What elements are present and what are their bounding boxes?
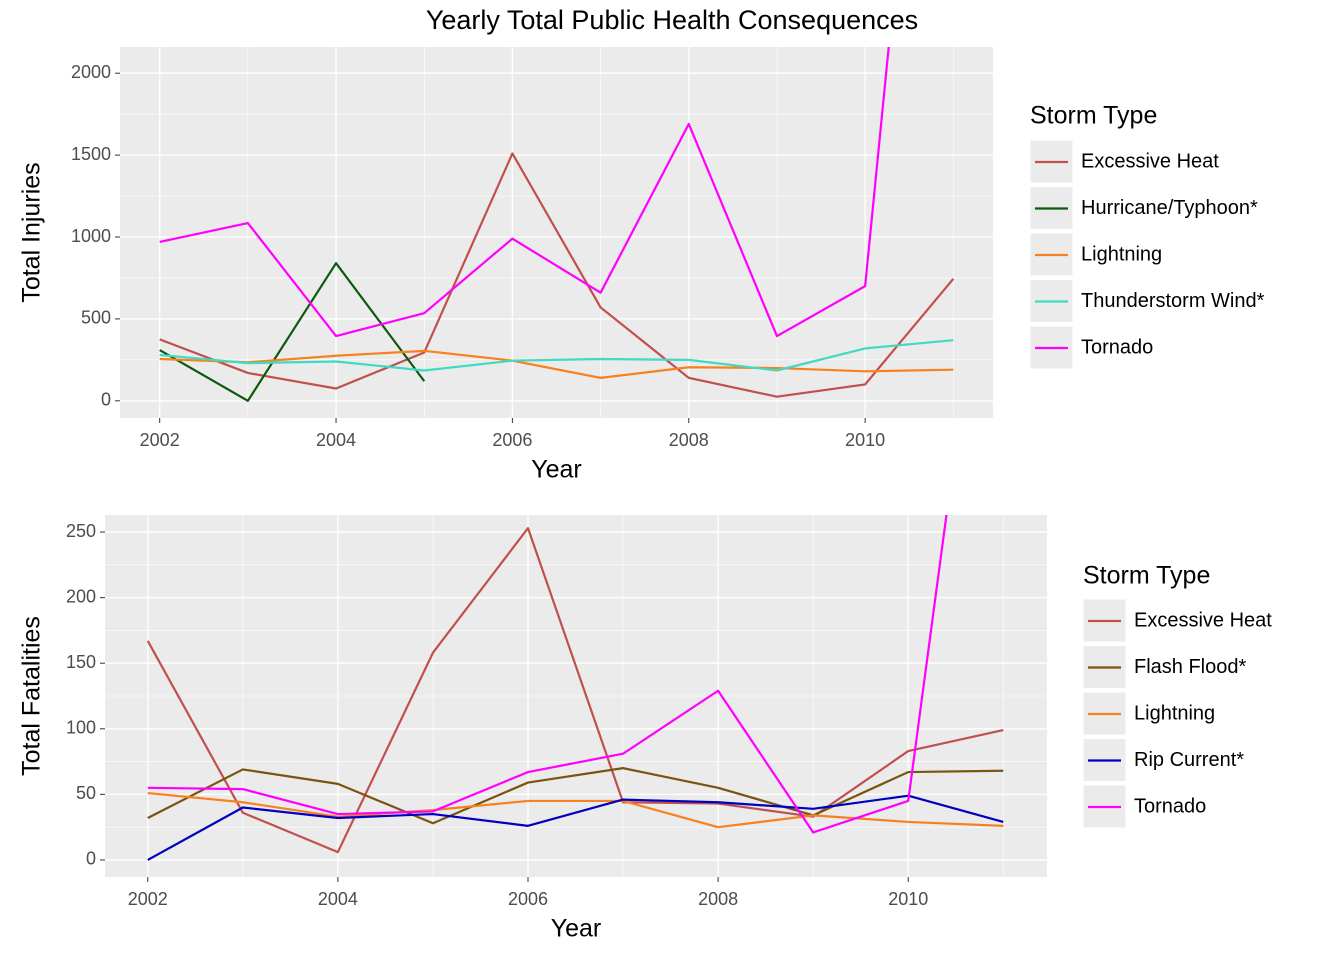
y-tick-label: 1000 xyxy=(71,226,111,246)
series-line xyxy=(159,152,955,398)
legend-label: Lightning xyxy=(1081,243,1162,265)
y-tick-label: 150 xyxy=(66,652,96,672)
legend-label: Hurricane/Typhoon* xyxy=(1081,197,1258,219)
figure-title: Yearly Total Public Health Consequences xyxy=(426,5,918,35)
y-tick-label: 2000 xyxy=(71,62,111,82)
x-tick-label: 2008 xyxy=(698,889,738,909)
legend-label: Tornado xyxy=(1134,795,1206,817)
y-tick-label: 100 xyxy=(66,718,96,738)
legend-label: Tornado xyxy=(1081,336,1153,358)
x-tick-label: 2006 xyxy=(508,889,548,909)
series-line xyxy=(159,47,890,338)
series-line xyxy=(159,262,426,402)
y-tick-label: 250 xyxy=(66,521,96,541)
series-line xyxy=(159,349,954,379)
x-tick-label: 2004 xyxy=(316,430,356,450)
plot-lines xyxy=(146,515,1004,861)
legend-label: Flash Flood* xyxy=(1134,656,1246,678)
series-line xyxy=(147,515,948,834)
x-axis-title: Year xyxy=(531,456,582,484)
x-tick-label: 2010 xyxy=(845,430,885,450)
legend-label: Thunderstorm Wind* xyxy=(1081,290,1265,312)
y-tick-label: 200 xyxy=(66,586,96,606)
legend-label: Lightning xyxy=(1134,702,1215,724)
x-axis-title: Year xyxy=(551,915,602,943)
x-tick-label: 2006 xyxy=(492,430,532,450)
x-tick-label: 2010 xyxy=(888,889,928,909)
x-tick-label: 2008 xyxy=(669,430,709,450)
series-line xyxy=(146,527,1004,854)
y-axis-title: Total Fatalities xyxy=(18,616,46,776)
y-tick-label: 500 xyxy=(81,308,111,328)
x-tick-label: 2002 xyxy=(128,889,168,909)
legend-label: Rip Current* xyxy=(1134,749,1244,771)
x-tick-label: 2004 xyxy=(318,889,358,909)
y-tick-label: 50 xyxy=(76,783,96,803)
y-axis-title: Total Injuries xyxy=(18,162,46,302)
legend-label: Excessive Heat xyxy=(1134,609,1272,631)
legend-label: Excessive Heat xyxy=(1081,150,1219,172)
series-line xyxy=(147,767,1004,825)
legend-title: Storm Type xyxy=(1083,562,1210,590)
y-tick-label: 0 xyxy=(101,390,111,410)
series-line xyxy=(159,339,954,372)
legend-title: Storm Type xyxy=(1030,102,1157,130)
series-line xyxy=(147,791,1004,829)
y-tick-label: 1500 xyxy=(71,144,111,164)
y-tick-label: 0 xyxy=(86,849,96,869)
series-line xyxy=(147,794,1004,861)
plot-lines xyxy=(159,47,955,402)
x-tick-label: 2002 xyxy=(140,430,180,450)
